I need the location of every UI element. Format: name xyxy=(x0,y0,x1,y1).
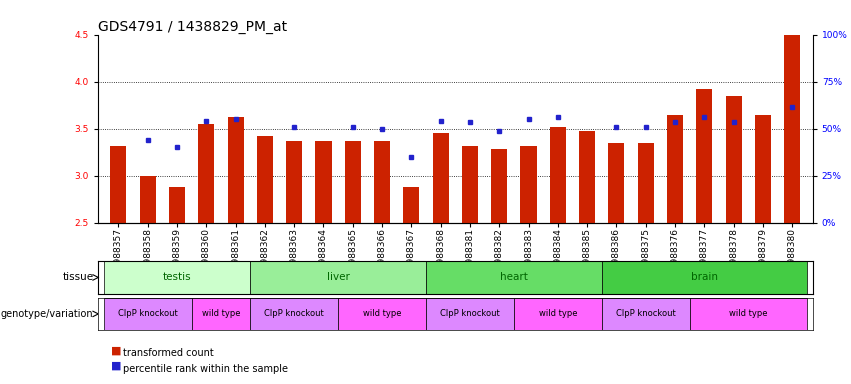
Text: wild type: wild type xyxy=(729,310,768,318)
Bar xyxy=(726,96,742,223)
Text: ■: ■ xyxy=(111,345,121,355)
Bar xyxy=(602,298,689,330)
Bar xyxy=(250,261,426,294)
Bar xyxy=(198,124,214,223)
Bar xyxy=(374,141,390,223)
Bar xyxy=(250,298,338,330)
Bar xyxy=(755,114,771,223)
Bar xyxy=(550,127,566,223)
Bar xyxy=(111,146,127,223)
Bar xyxy=(104,298,191,330)
Text: testis: testis xyxy=(163,272,191,283)
Text: liver: liver xyxy=(327,272,350,283)
Text: GDS4791 / 1438829_PM_at: GDS4791 / 1438829_PM_at xyxy=(98,20,287,33)
Bar xyxy=(667,114,683,223)
Text: brain: brain xyxy=(691,272,717,283)
Bar xyxy=(426,261,602,294)
Bar xyxy=(637,143,654,223)
Text: ClpP knockout: ClpP knockout xyxy=(117,310,178,318)
Text: ClpP knockout: ClpP knockout xyxy=(440,310,500,318)
Bar xyxy=(104,261,250,294)
Bar xyxy=(257,136,273,223)
Text: genotype/variation: genotype/variation xyxy=(1,309,94,319)
Bar xyxy=(168,187,185,223)
Text: wild type: wild type xyxy=(363,310,402,318)
Bar xyxy=(462,146,478,223)
Bar xyxy=(521,146,537,223)
Bar xyxy=(403,187,420,223)
Text: percentile rank within the sample: percentile rank within the sample xyxy=(123,364,288,374)
Text: transformed count: transformed count xyxy=(123,348,214,358)
Bar xyxy=(602,261,807,294)
Text: wild type: wild type xyxy=(539,310,577,318)
Bar xyxy=(608,143,625,223)
Bar xyxy=(345,141,361,223)
Bar xyxy=(491,149,507,223)
Bar xyxy=(426,298,514,330)
Bar xyxy=(140,176,156,223)
Bar xyxy=(514,298,602,330)
Bar xyxy=(432,133,448,223)
Bar xyxy=(191,298,250,330)
Text: wild type: wild type xyxy=(202,310,240,318)
Text: ■: ■ xyxy=(111,361,121,371)
Bar xyxy=(227,118,243,223)
Bar xyxy=(689,298,807,330)
Bar xyxy=(338,298,426,330)
Bar xyxy=(579,131,595,223)
Bar xyxy=(286,141,302,223)
Text: ClpP knockout: ClpP knockout xyxy=(265,310,324,318)
Text: tissue: tissue xyxy=(62,272,94,283)
Text: heart: heart xyxy=(500,272,528,283)
Text: ClpP knockout: ClpP knockout xyxy=(616,310,676,318)
Bar xyxy=(784,35,800,223)
Bar xyxy=(696,89,712,223)
Bar xyxy=(316,141,332,223)
